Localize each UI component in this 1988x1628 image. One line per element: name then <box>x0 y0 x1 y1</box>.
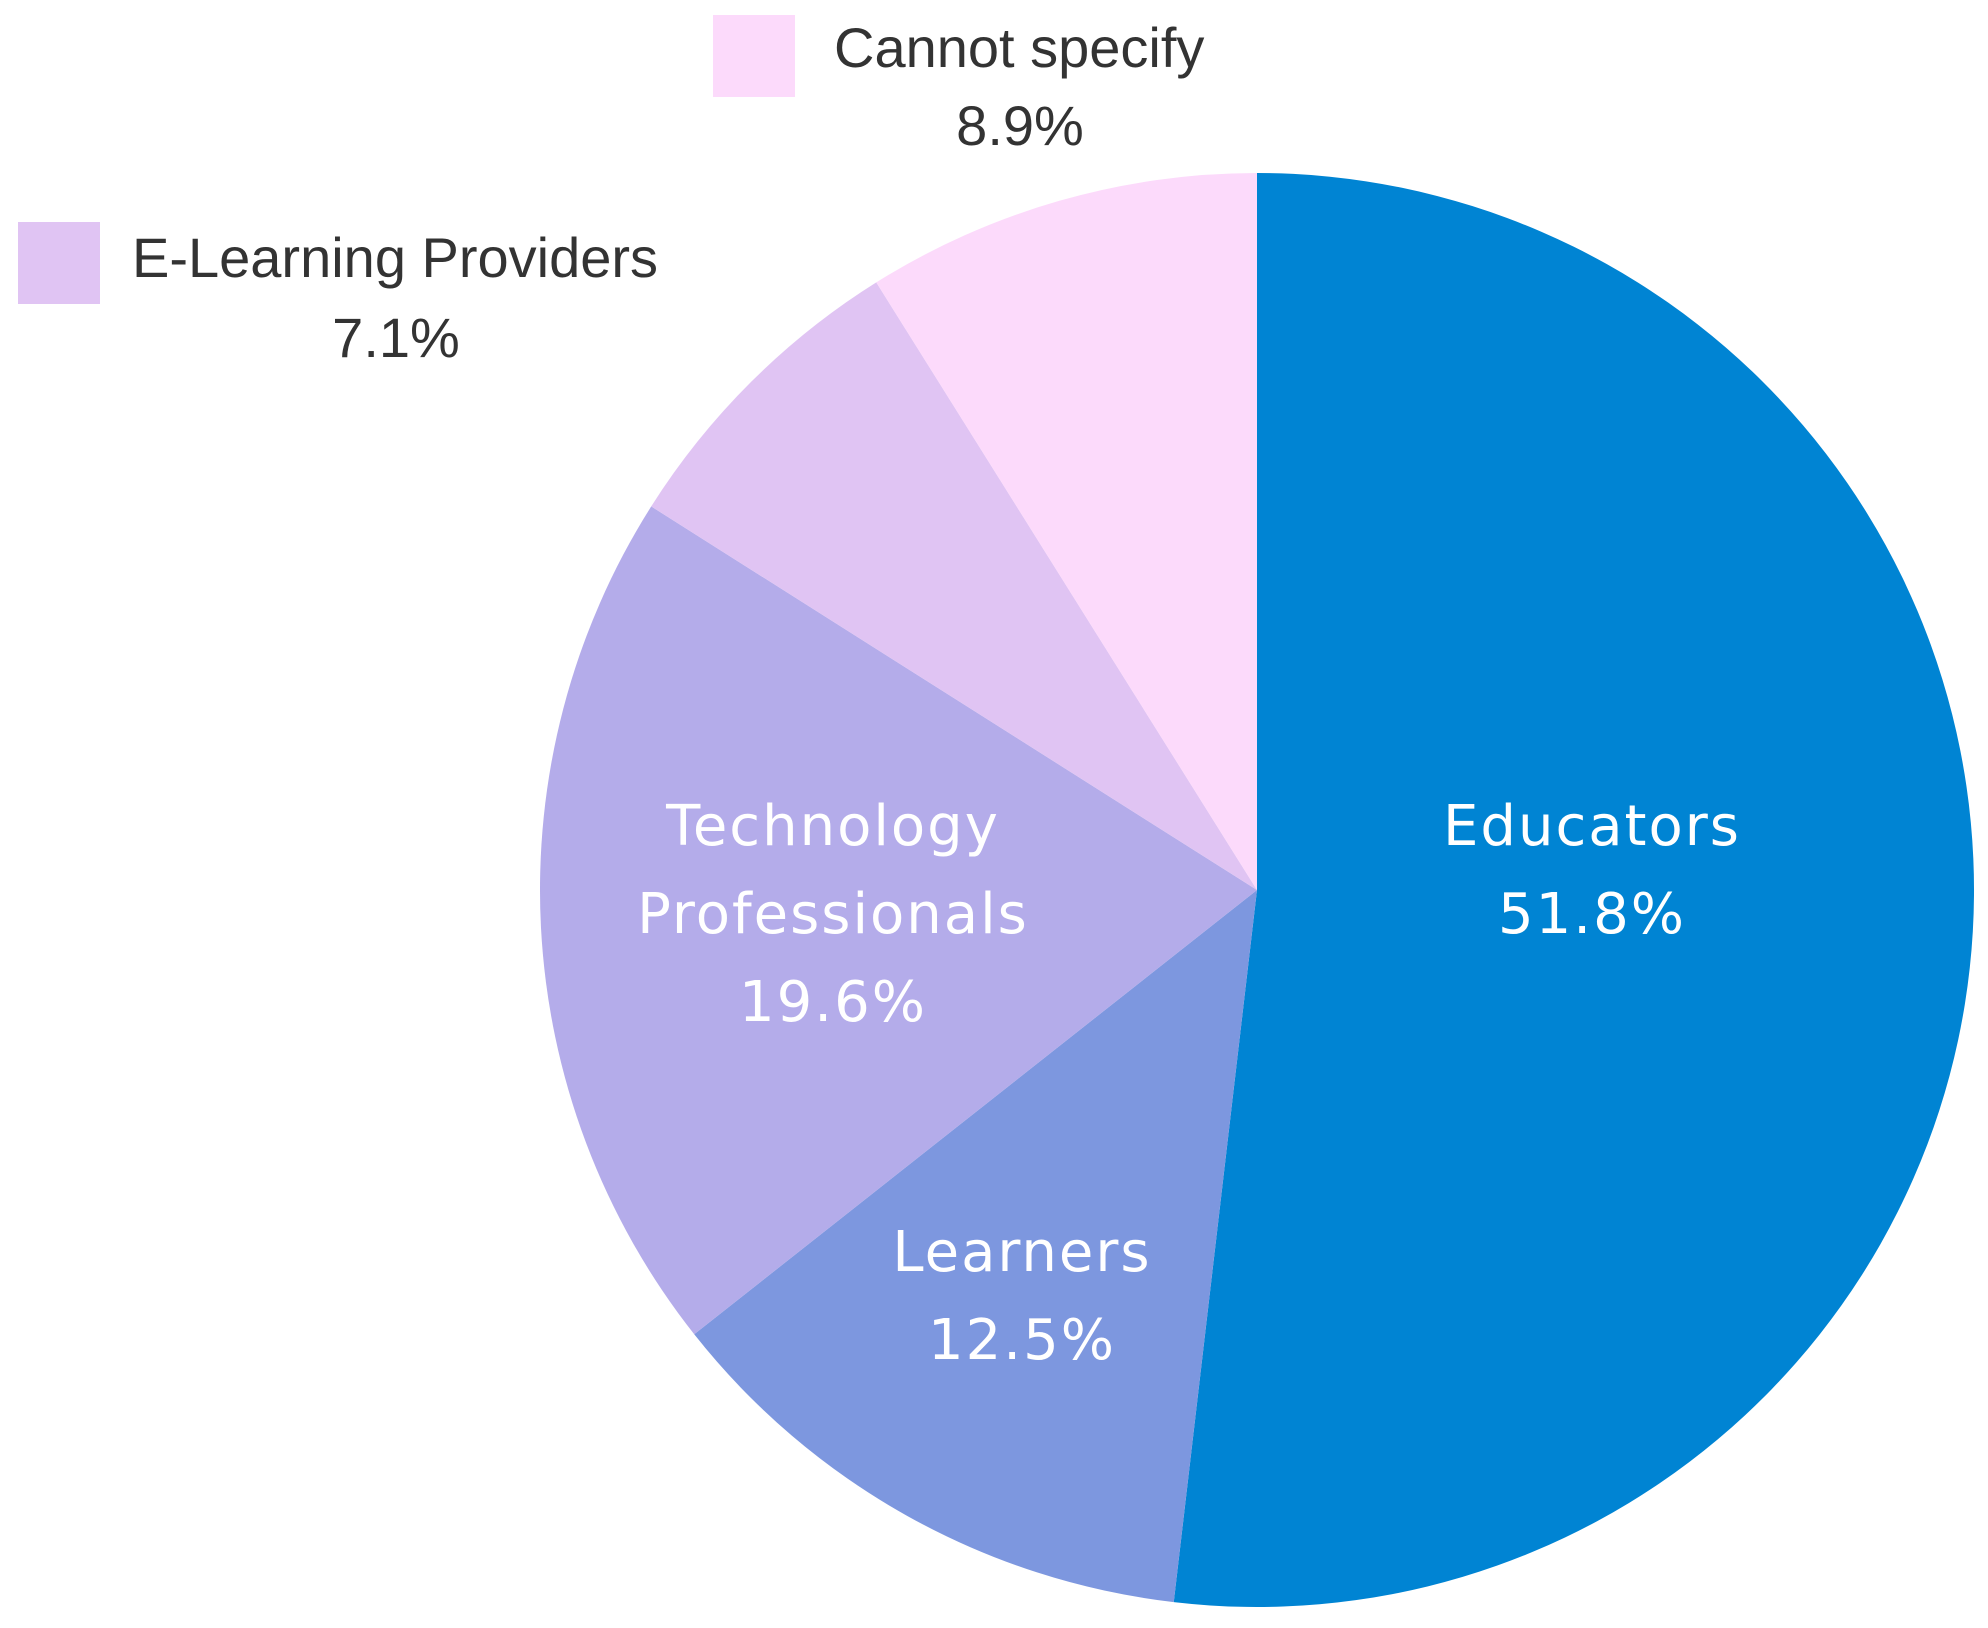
pie-labels: Educators 51.8% Learners 12.5% Technology Pro… <box>18 15 1741 1373</box>
pie-slice-learners <box>694 890 1257 1603</box>
legend-swatch-cannot-specify <box>713 15 795 97</box>
pie-slice-e-learning-providers <box>651 282 1257 890</box>
legend-label-e-learning-providers: E-Learning Providers <box>132 226 658 289</box>
slice-category-label: Technology <box>665 794 1000 859</box>
slice-label-technology-professionals: Technology Professionals 19.6% <box>637 794 1029 1035</box>
legend-swatch-e-learning-providers <box>18 222 100 304</box>
pie-slice-educators <box>1173 173 1975 1608</box>
legend-label-cannot-specify: Cannot specify <box>834 16 1204 79</box>
slice-category-label: Learners <box>892 1220 1151 1285</box>
slice-category-label: Professionals <box>637 882 1029 947</box>
slice-value-label: 19.6% <box>739 970 927 1035</box>
slice-label-educators: Educators 51.8% <box>1443 794 1741 947</box>
slice-label-learners: Learners 12.5% <box>892 1220 1151 1373</box>
pie-slices <box>539 173 1975 1608</box>
legend-value-cannot-specify: 8.9% <box>956 94 1084 157</box>
slice-value-label: 12.5% <box>928 1308 1116 1373</box>
legend-value-e-learning-providers: 7.1% <box>332 306 460 369</box>
pie-slice-cannot-specify <box>876 173 1257 890</box>
slice-value-label: 51.8% <box>1498 882 1686 947</box>
slice-category-label: Educators <box>1443 794 1741 859</box>
pie-slice-technology-professionals <box>539 506 1257 1335</box>
